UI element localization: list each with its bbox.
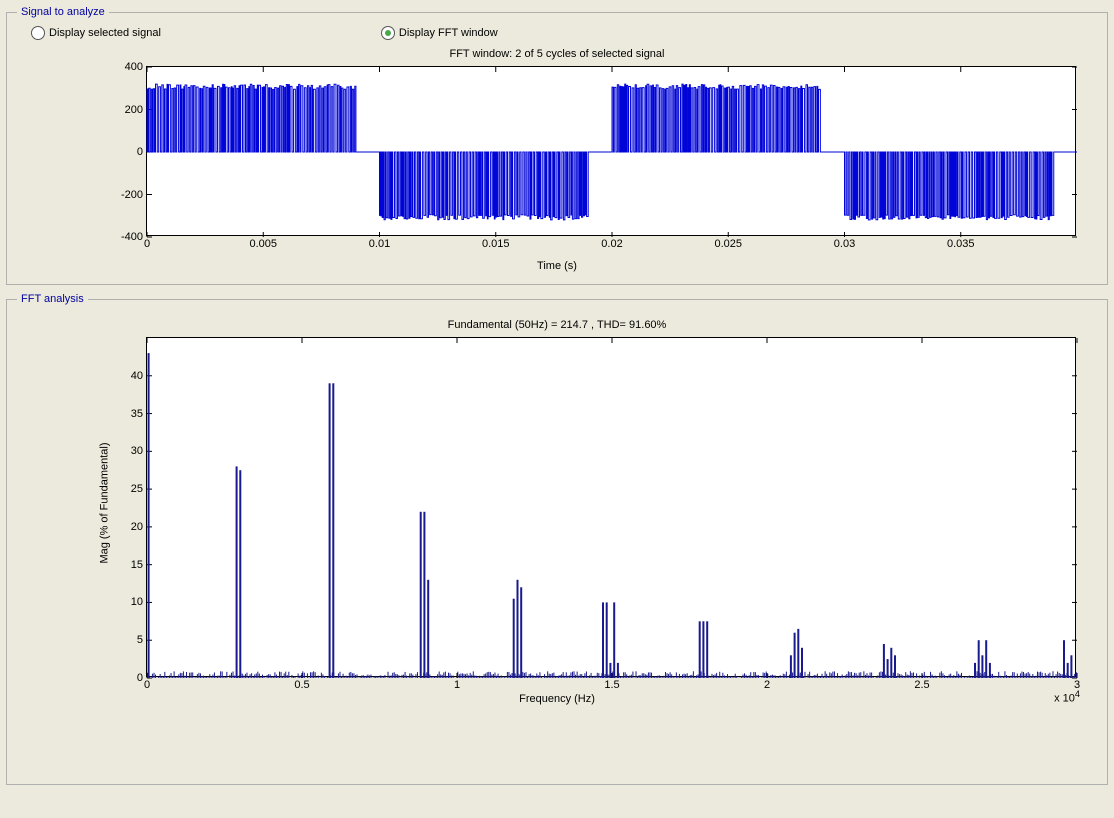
ytick-label: 40 (131, 370, 143, 382)
xtick-label: 0.5 (294, 679, 309, 691)
ytick-label: 35 (131, 408, 143, 420)
fft-chart-ylabel: Mag (% of Fundamental) (99, 442, 111, 563)
ytick-label: 25 (131, 483, 143, 495)
ytick-label: 400 (125, 61, 143, 73)
xtick-label: 2.5 (914, 679, 929, 691)
ytick-label: 30 (131, 445, 143, 457)
xtick-label: 1.5 (604, 679, 619, 691)
fft-bars (147, 338, 1077, 678)
radio2-label: Display FFT window (399, 27, 498, 39)
xtick-label: 1 (454, 679, 460, 691)
xann-sup: 4 (1075, 689, 1080, 699)
fft-panel-legend: FFT analysis (17, 293, 88, 305)
ytick-label: -200 (121, 189, 143, 201)
xtick-label: 0.03 (834, 238, 855, 250)
fft-chart-xlabel: Frequency (Hz) (26, 693, 1088, 705)
time-chart-title: FFT window: 2 of 5 cycles of selected si… (26, 48, 1088, 60)
ytick-label: -400 (121, 231, 143, 243)
time-series-line (147, 67, 1077, 237)
time-chart-xlabel: Time (s) (26, 260, 1088, 272)
radio-display-selected-signal[interactable]: Display selected signal (31, 26, 161, 40)
signal-panel: Signal to analyze Display selected signa… (6, 6, 1108, 285)
time-chart: FFT window: 2 of 5 cycles of selected si… (26, 46, 1088, 276)
radio-row: Display selected signal Display FFT wind… (11, 26, 1103, 46)
xtick-label: 2 (764, 679, 770, 691)
radio-icon (31, 26, 45, 40)
fft-chart-xann: x 104 (1054, 689, 1080, 705)
ytick-label: 0 (137, 146, 143, 158)
signal-panel-legend: Signal to analyze (17, 6, 109, 18)
fft-panel: FFT analysis Fundamental (50Hz) = 214.7 … (6, 293, 1108, 785)
time-chart-axes: -400-200020040000.0050.010.0150.020.0250… (146, 66, 1076, 236)
xtick-label: 0.01 (369, 238, 390, 250)
fft-chart: Fundamental (50Hz) = 214.7 , THD= 91.60%… (26, 313, 1088, 723)
fft-chart-axes: 051015202530354000.511.522.53 (146, 337, 1076, 677)
radio1-label: Display selected signal (49, 27, 161, 39)
radio-icon (381, 26, 395, 40)
xtick-label: 0.035 (947, 238, 975, 250)
ytick-label: 15 (131, 559, 143, 571)
xtick-label: 0 (144, 238, 150, 250)
xann-base: x 10 (1054, 693, 1075, 705)
xtick-label: 0.005 (249, 238, 277, 250)
ytick-label: 0 (137, 672, 143, 684)
ytick-label: 200 (125, 104, 143, 116)
fft-chart-title: Fundamental (50Hz) = 214.7 , THD= 91.60% (26, 319, 1088, 331)
xtick-label: 0 (144, 679, 150, 691)
ytick-label: 5 (137, 634, 143, 646)
radio-display-fft-window[interactable]: Display FFT window (381, 26, 498, 40)
xtick-label: 0.02 (601, 238, 622, 250)
xtick-label: 0.015 (482, 238, 510, 250)
xtick-label: 0.025 (714, 238, 742, 250)
ytick-label: 20 (131, 521, 143, 533)
ytick-label: 10 (131, 596, 143, 608)
